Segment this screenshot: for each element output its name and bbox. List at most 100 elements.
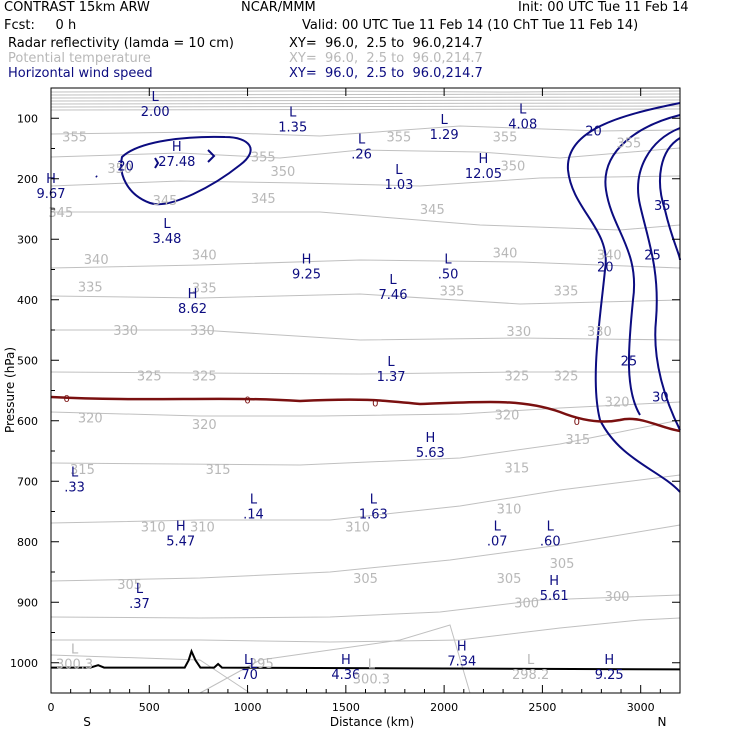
theta-contour-label: 355 bbox=[493, 130, 518, 145]
y-axis-label: Pressure (hPa) bbox=[3, 347, 17, 433]
extremum-type: H bbox=[176, 520, 186, 535]
theta-contour-label: 320 bbox=[78, 412, 103, 427]
extremum-marker: L.70 bbox=[237, 653, 258, 683]
theta-contour-label: 355 bbox=[62, 130, 87, 145]
extremum-value: 1.03 bbox=[384, 178, 413, 193]
theta-isentrope bbox=[50, 90, 681, 93]
theta-contour-label: 350 bbox=[271, 165, 296, 180]
field-theta: Potential temperature bbox=[8, 51, 151, 66]
theta-contour-label: 305 bbox=[117, 578, 142, 593]
wind-isotach-inner bbox=[154, 157, 160, 169]
extremum-marker: H7.34 bbox=[447, 639, 476, 669]
init-time: Init: 00 UTC Tue 11 Feb 14 bbox=[518, 0, 689, 15]
theta-contour-label: 310 bbox=[345, 521, 370, 536]
y-tick-label: 1000 bbox=[10, 657, 38, 670]
axes: 0 500 1000 1500 2000 2500 30001002003004005006… bbox=[10, 87, 681, 714]
wind-contour-label: 20 bbox=[597, 260, 614, 275]
extremum-marker: L1.03 bbox=[384, 163, 413, 193]
extremum-type: H bbox=[549, 574, 559, 589]
extremum-type: H bbox=[604, 653, 614, 668]
forecast-hour: Fcst: 0 h bbox=[4, 18, 77, 33]
extremum-value: 27.48 bbox=[158, 155, 195, 170]
extremum-value: 1.37 bbox=[377, 370, 406, 385]
x-tick-label: 0 bbox=[48, 701, 55, 714]
extremum-marker: L.26 bbox=[351, 133, 372, 163]
field-wind-xy: XY= 96.0, 2.5 to 96.0,214.7 bbox=[289, 66, 483, 81]
extremum-marker: H5.61 bbox=[540, 574, 569, 604]
extremum-value: 300.3 bbox=[56, 658, 93, 673]
extremum-value: 7.34 bbox=[447, 654, 476, 669]
extremum-type: L bbox=[441, 113, 449, 128]
title-left: CONTRAST 15km ARW bbox=[4, 0, 150, 15]
extremum-marker: L1.29 bbox=[430, 113, 459, 143]
extremum-value: .70 bbox=[237, 668, 258, 683]
theta-contour-label: 330 bbox=[113, 324, 138, 339]
extremum-marker: L3.48 bbox=[152, 217, 181, 247]
y-tick-label: 200 bbox=[17, 173, 38, 186]
extremum-type: L bbox=[527, 653, 535, 668]
y-tick-label: 300 bbox=[17, 233, 38, 246]
extremum-marker: L.07 bbox=[487, 520, 508, 550]
reflectivity-contour-label: 0 bbox=[64, 394, 70, 405]
wind-contour-label: 25 bbox=[621, 354, 638, 369]
extremum-marker: L1.35 bbox=[278, 105, 307, 135]
theta-contour-label: 355 bbox=[251, 150, 276, 165]
x-axis-label: Distance (km) bbox=[330, 715, 414, 729]
theta-contour-label: 325 bbox=[192, 369, 217, 384]
extremum-value: 9.25 bbox=[595, 668, 624, 683]
theta-isentrope bbox=[50, 108, 681, 111]
extremum-type: L bbox=[395, 163, 403, 178]
extremum-type: H bbox=[479, 152, 489, 167]
reflectivity-contour-label: 0 bbox=[244, 396, 250, 407]
title-center: NCAR/MMM bbox=[241, 0, 316, 15]
field-theta-xy: XY= 96.0, 2.5 to 96.0,214.7 bbox=[289, 51, 483, 66]
extremum-marker: L.60 bbox=[540, 520, 561, 550]
theta-contour-label: 305 bbox=[550, 557, 575, 572]
theta-contour-label: 315 bbox=[565, 433, 590, 448]
extremum-marker: H8.62 bbox=[178, 287, 207, 317]
extremum-type: H bbox=[172, 140, 182, 155]
extremum-type: H bbox=[457, 639, 467, 654]
wind-contours bbox=[95, 102, 681, 493]
extremum-marker: H12.05 bbox=[465, 152, 502, 182]
x-end-south: S bbox=[83, 715, 91, 729]
extremum-marker: L7.46 bbox=[379, 273, 408, 303]
x-tick-label: 3000 bbox=[627, 701, 655, 714]
y-tick-label: 100 bbox=[17, 112, 38, 125]
extremum-value: 5.47 bbox=[166, 535, 195, 550]
theta-contour-label: 325 bbox=[504, 369, 529, 384]
theta-isentrope bbox=[50, 125, 681, 137]
x-tick-label: 1500 bbox=[332, 701, 360, 714]
extremum-marker: H9.25 bbox=[595, 653, 624, 683]
theta-isentrope bbox=[50, 259, 681, 269]
extremum-marker: H5.63 bbox=[416, 431, 445, 461]
extremum-value: 9.25 bbox=[292, 267, 321, 282]
extremum-value: 298.2 bbox=[512, 668, 549, 683]
extremum-type: L bbox=[494, 520, 502, 535]
field-reflectivity: Radar reflectivity (lamda = 10 cm) bbox=[8, 36, 234, 51]
x-tick-label: 2500 bbox=[528, 701, 556, 714]
extremum-type: L bbox=[71, 643, 79, 658]
theta-contour-label: 310 bbox=[190, 521, 215, 536]
extremum-value: 4.36 bbox=[331, 668, 360, 683]
reflectivity-contour-label: 0 bbox=[574, 417, 580, 428]
theta-contour-label: 340 bbox=[493, 247, 518, 262]
theta-contour-label: 345 bbox=[153, 194, 178, 209]
theta-contour-label: 335 bbox=[192, 282, 217, 297]
theta-isentrope bbox=[50, 105, 681, 108]
wind-contour-label: 30 bbox=[652, 391, 669, 406]
theta-contour-label: 345 bbox=[48, 206, 73, 221]
theta-contour-label: 320 bbox=[605, 395, 630, 410]
reflectivity-contour bbox=[50, 395, 681, 433]
wind-isotach-inner bbox=[207, 149, 216, 163]
extremum-value: 12.05 bbox=[465, 167, 502, 182]
extremum-type: L bbox=[387, 355, 395, 370]
theta-isentrope bbox=[51, 211, 681, 231]
extremum-value: 1.29 bbox=[430, 128, 459, 143]
extremum-marker: L2.00 bbox=[141, 90, 170, 120]
theta-contour-label: 310 bbox=[141, 521, 166, 536]
